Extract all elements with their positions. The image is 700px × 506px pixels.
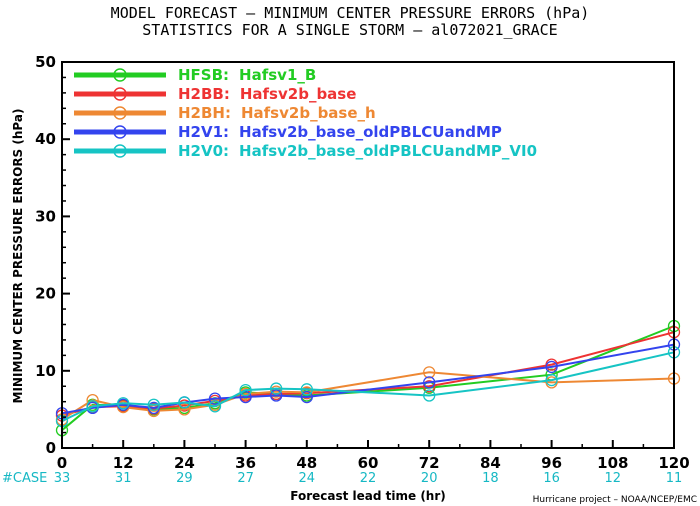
legend-series-name: Hafsv2b_base_h	[241, 104, 376, 122]
data-point	[208, 400, 222, 413]
legend-swatch-marker	[113, 144, 127, 158]
x-tick-label: 24	[174, 454, 195, 472]
case-count-value: 33	[54, 471, 71, 486]
data-point	[270, 382, 283, 395]
y-tick-label: 30	[35, 207, 56, 225]
legend-swatch-marker	[113, 68, 127, 82]
data-point	[239, 383, 252, 397]
case-count-value: 20	[421, 471, 438, 486]
case-count-value: 22	[360, 471, 377, 486]
series-0	[55, 319, 681, 437]
case-counts: 33 31 29 27 24 22 20 18 16 12 11	[54, 471, 683, 486]
x-axis-label: Forecast lead time (hr)	[290, 489, 446, 503]
x-tick-label: 72	[419, 454, 440, 472]
data-point	[147, 398, 160, 411]
legend-series-name: Hafsv1_B	[239, 66, 316, 84]
case-count-label: #CASE	[2, 471, 47, 486]
legend-code: H2V0:	[178, 142, 229, 160]
axis-ticks: 0 12 24 36 48 60 72 84 96 108 120 0 10 20 30 40 50	[35, 53, 690, 472]
x-tick-label: 84	[480, 454, 501, 472]
legend-swatch-marker	[113, 125, 127, 139]
legend-code: H2V1:	[178, 123, 229, 141]
data-point	[239, 390, 252, 404]
chart-title-line2: STATISTICS FOR A SINGLE STORM – al072021…	[142, 21, 557, 39]
data-point	[117, 397, 130, 410]
data-point	[178, 403, 191, 416]
y-tick-label: 40	[35, 130, 56, 148]
case-count-value: 12	[605, 471, 622, 486]
y-tick-label: 10	[35, 362, 56, 380]
data-point	[178, 399, 191, 412]
legend-swatch-marker	[113, 106, 127, 120]
legend-code: H2BB:	[178, 85, 230, 103]
data-point	[423, 366, 436, 379]
data-point	[545, 360, 558, 374]
legend-series-name: Hafsv2b_base_oldPBLCUandMP_VI0	[239, 142, 537, 160]
y-tick-label: 0	[46, 439, 56, 457]
data-point	[423, 376, 436, 389]
y-tick-label: 20	[35, 285, 56, 303]
data-point	[208, 392, 222, 405]
legend-swatch-marker	[113, 87, 127, 101]
x-tick-label: 96	[541, 454, 562, 472]
data-point	[147, 401, 160, 415]
x-tick-label: 36	[235, 454, 256, 472]
case-count-value: 27	[237, 471, 254, 486]
case-count-value: 29	[176, 471, 193, 486]
data-point	[423, 380, 436, 393]
legend-label: H2V1: Hafsv2b_base_oldPBLCUandMP	[178, 123, 502, 141]
legend-entry-0: HFSB: Hafsv1_B	[74, 66, 316, 84]
series-line-2	[61, 371, 675, 421]
legend-code: H2BH:	[178, 104, 231, 122]
credit-text: Hurricane project – NOAA/NCEP/EMC	[533, 495, 697, 505]
legend-label: H2BB: Hafsv2b_base	[178, 85, 356, 103]
legend-entry-4: H2V0: Hafsv2b_base_oldPBLCUandMP_VI0	[74, 142, 537, 160]
data-point	[86, 400, 99, 413]
series-layer	[55, 319, 681, 437]
legend-series-name: Hafsv2b_base	[240, 85, 357, 103]
series-2	[55, 366, 681, 426]
series-3	[55, 338, 681, 420]
x-tick-label: 12	[113, 454, 134, 472]
legend: HFSB: Hafsv1_B H2BB: Hafsv2b_base H2BH: Hafsv…	[74, 66, 537, 160]
x-tick-label: 108	[597, 454, 628, 472]
data-point	[270, 385, 283, 398]
y-axis-label: MINIMUM CENTER PRESSURE ERRORS (hPa)	[11, 109, 25, 404]
case-count-value: 24	[299, 471, 316, 486]
case-count-value: 31	[115, 471, 132, 486]
case-count-value: 18	[482, 471, 499, 486]
data-point	[178, 396, 191, 409]
data-point	[300, 383, 313, 396]
x-tick-label: 60	[358, 454, 379, 472]
legend-series-name: Hafsv2b_base_oldPBLCUandMP	[239, 123, 502, 141]
legend-label: H2BH: Hafsv2b_base_h	[178, 104, 376, 122]
legend-entry-3: H2V1: Hafsv2b_base_oldPBLCUandMP	[74, 123, 502, 141]
data-point	[423, 389, 436, 402]
data-point	[270, 389, 283, 402]
x-tick-label: 120	[658, 454, 689, 472]
case-count-value: 11	[666, 471, 683, 486]
legend-label: HFSB: Hafsv1_B	[178, 66, 316, 84]
y-tick-label: 50	[35, 53, 56, 71]
x-tick-label: 48	[296, 454, 317, 472]
case-count-value: 16	[543, 471, 560, 486]
data-point	[545, 373, 558, 387]
x-tick-label: 0	[57, 454, 67, 472]
legend-label: H2V0: Hafsv2b_base_oldPBLCUandMP_VI0	[178, 142, 537, 160]
legend-entry-1: H2BB: Hafsv2b_base	[74, 85, 356, 103]
chart-title-line1: MODEL FORECAST – MINIMUM CENTER PRESSURE…	[111, 4, 590, 22]
data-point	[300, 390, 313, 404]
legend-entry-2: H2BH: Hafsv2b_base_h	[74, 104, 376, 122]
legend-code: HFSB:	[178, 66, 229, 84]
